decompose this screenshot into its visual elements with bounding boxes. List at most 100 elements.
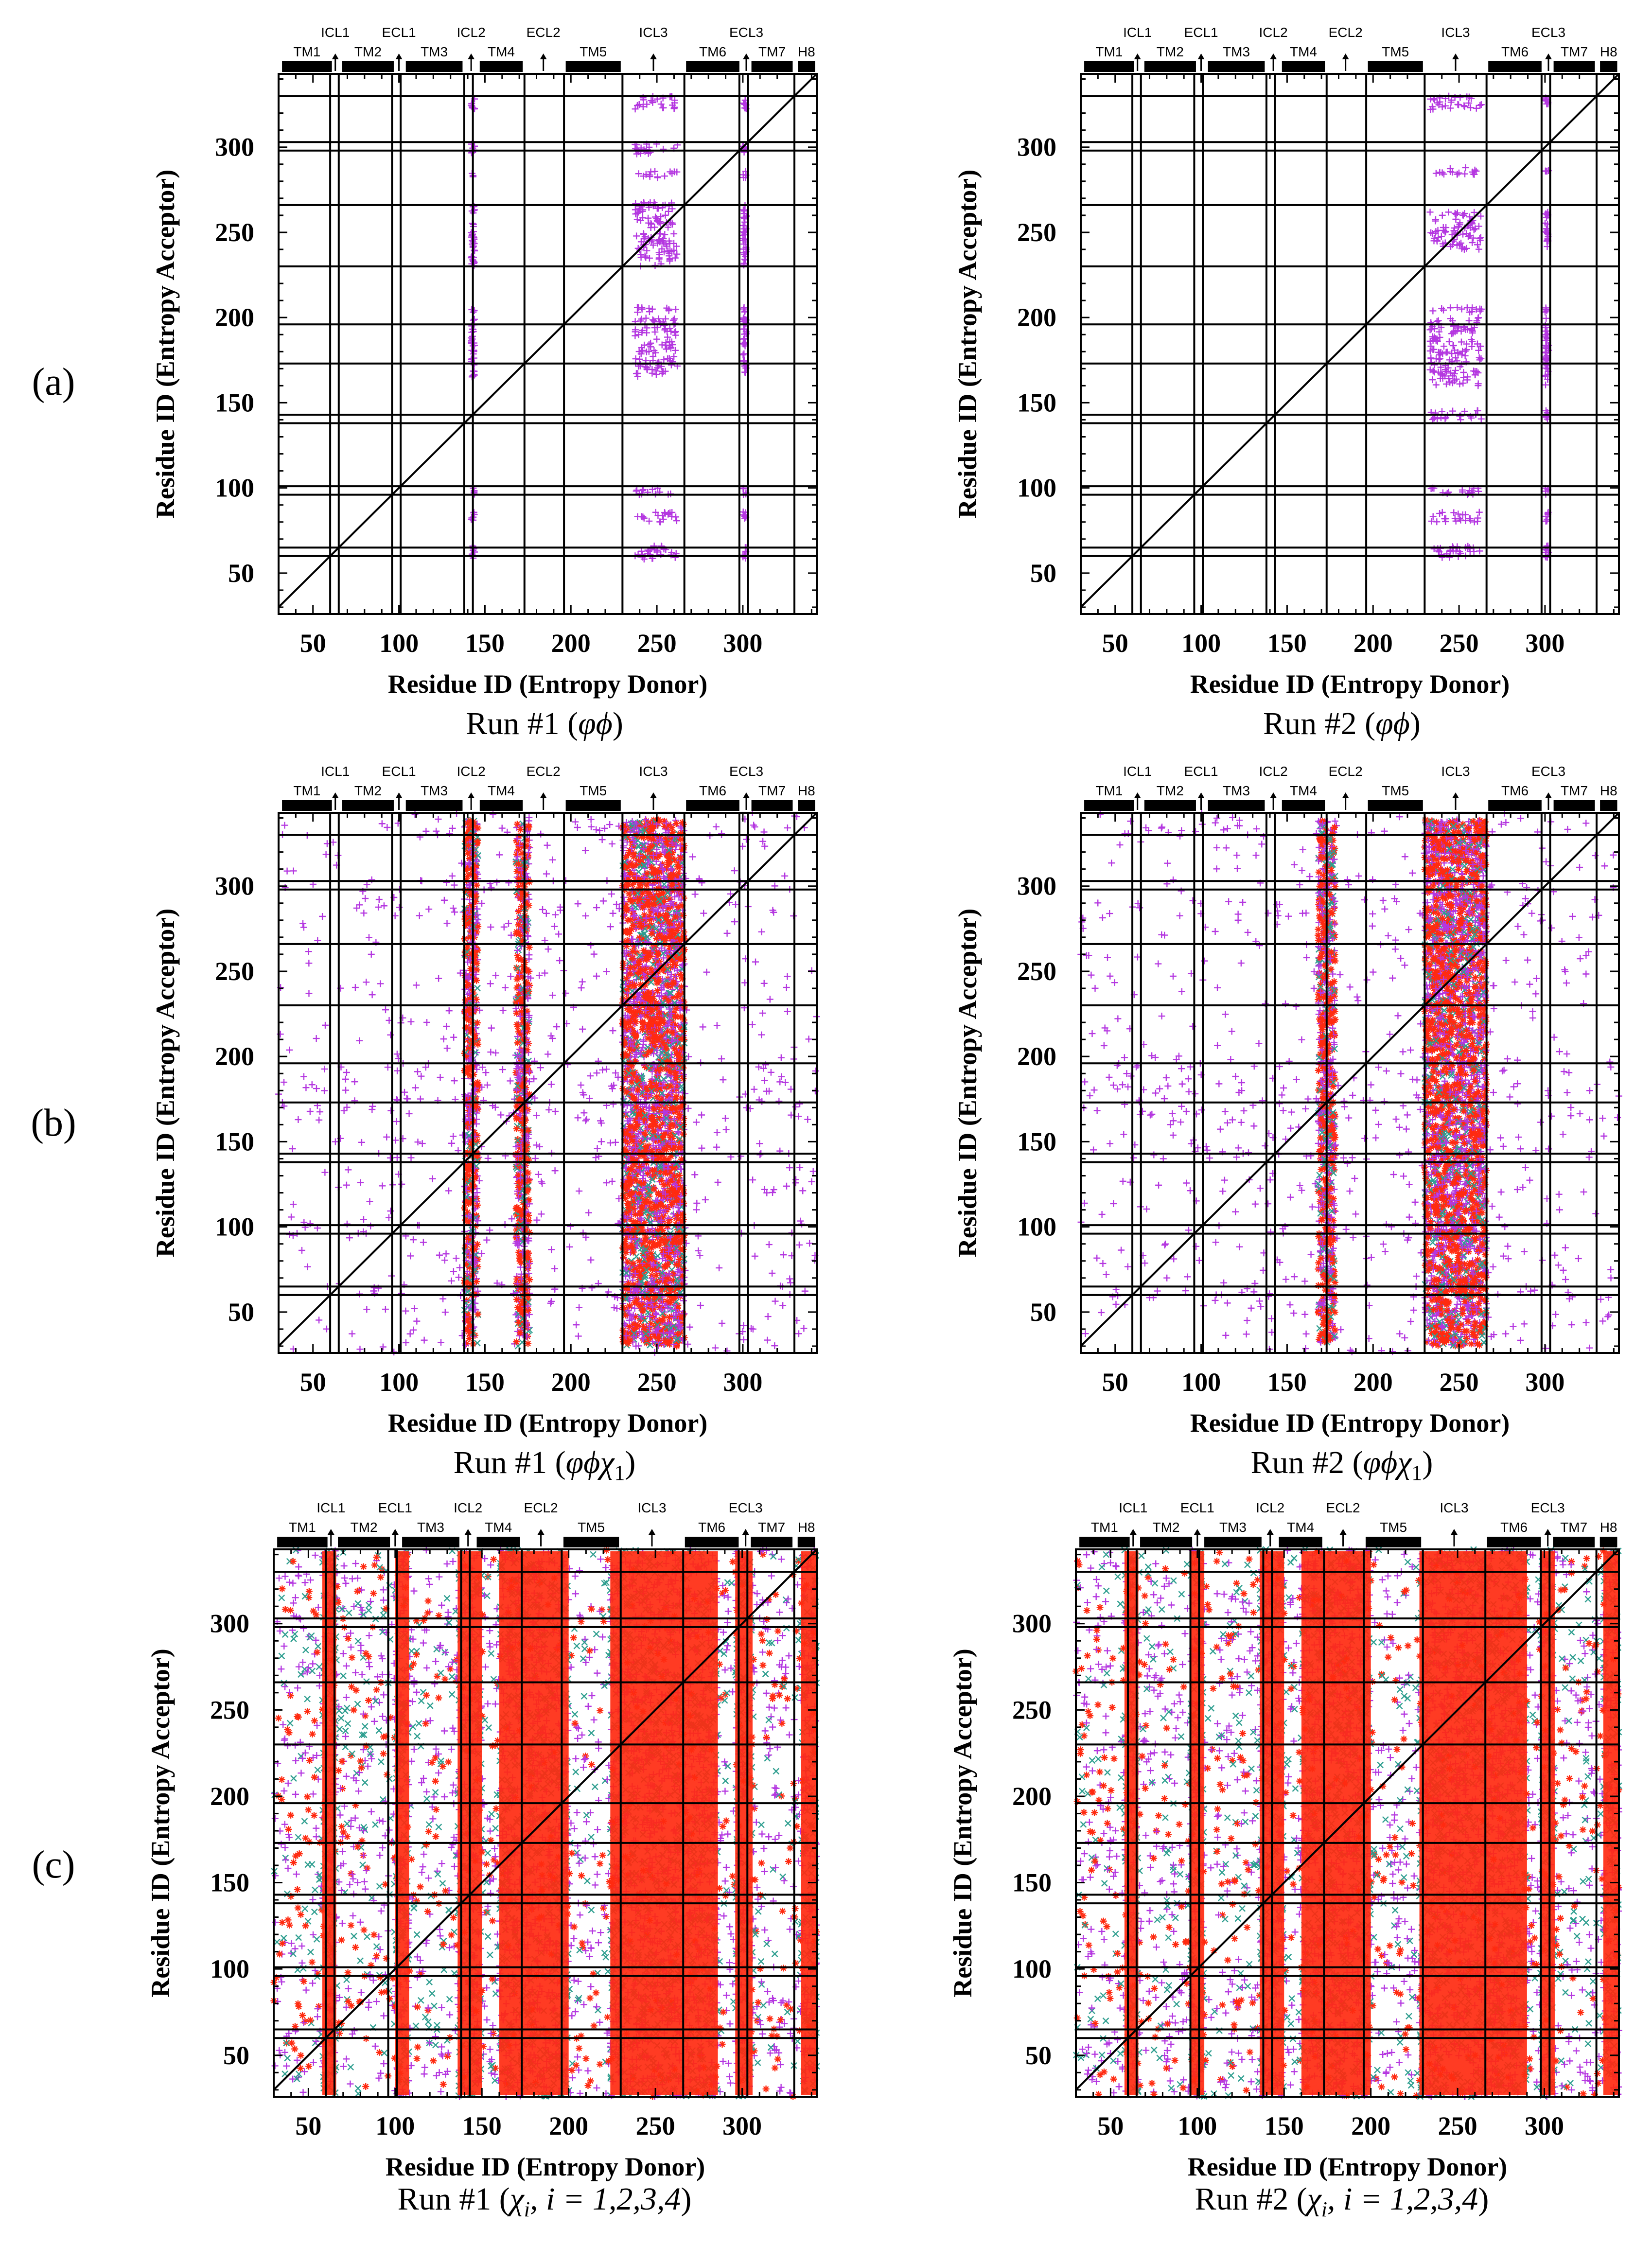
cross-marker [468,233,475,241]
segment-block [1144,61,1196,72]
cross-marker [665,307,672,315]
star-marker [654,987,661,994]
loop-label: ICL2 [1259,25,1288,40]
segment-label: TM1 [1095,44,1123,59]
cross-marker [639,347,646,354]
cross-marker [661,173,668,180]
y-tick-label: 300 [215,133,254,162]
star-marker [634,1322,642,1329]
cross-marker [647,339,654,347]
star-marker [629,948,636,955]
star-marker [636,1263,644,1270]
cross-marker [632,326,639,333]
cross-marker [633,370,640,377]
x-tick-label: 300 [723,629,762,658]
x-axis-label: Residue ID (Entropy Donor) [1190,669,1510,699]
segment-block [1368,61,1423,72]
cross-marker [639,513,647,521]
cross-marker [635,304,642,311]
segment-block [1282,61,1325,72]
segment-block [479,61,523,72]
star-marker [654,869,661,876]
loop-label: ICL1 [1123,25,1152,40]
cross-marker [671,315,678,322]
cross-marker [639,208,646,215]
x-tick-label: 200 [1353,629,1393,658]
cross-marker [671,347,679,354]
cross-marker [642,315,650,322]
y-tick-label: 200 [1017,303,1056,332]
cross-marker [661,326,668,333]
cross-marker [639,214,646,222]
cross-marker [641,252,649,260]
loop-label: ICL3 [639,25,668,40]
y-tick-label: 200 [215,303,254,332]
cross-marker [653,335,661,343]
segment-label: TM2 [1157,44,1184,59]
star-marker [633,1103,640,1110]
cross-marker [665,224,672,231]
star-marker [677,971,684,978]
cross-marker [633,102,641,109]
y-tick-label: 50 [228,559,254,588]
loop-label: ECL3 [1531,25,1565,40]
star-marker [622,1088,630,1096]
cross-marker [662,211,669,219]
cross-marker [646,341,652,348]
segment-label: TM5 [580,44,607,59]
cross-marker [643,247,650,254]
star-marker [629,955,636,962]
x-tick-label: 50 [300,629,326,658]
cross-marker [638,305,646,313]
cross-marker [645,348,652,355]
cross-marker [646,173,653,180]
cross-marker [649,316,656,323]
star-marker [636,1210,644,1217]
star-marker [668,1201,675,1208]
segment-block [342,61,394,72]
star-marker [644,901,651,909]
segment-label: H8 [1600,44,1617,59]
cross-marker [652,371,660,378]
x-tick-label: 200 [551,629,591,658]
cross-marker [670,230,678,237]
star-marker [664,1261,671,1268]
star-marker [628,1039,635,1046]
cross-marker [668,221,676,228]
star-marker [638,923,645,930]
cross-marker [665,247,671,255]
star-marker [654,817,662,824]
cross-marker [672,306,680,313]
cross-marker [666,255,673,262]
star-marker [626,1323,633,1330]
loop-label: ECL2 [1329,25,1363,40]
x-tick-label: 300 [1525,629,1564,658]
segment-label: TM2 [354,44,382,59]
arrow-head-icon [1342,53,1349,59]
cross-marker [668,549,675,556]
loop-label: ECL3 [729,25,763,40]
star-marker [647,1320,654,1327]
cross-marker [650,242,657,249]
y-tick-label: 300 [1017,133,1056,162]
cross-marker [665,510,672,517]
x-tick-label: 250 [637,629,677,658]
segment-block [282,61,332,72]
loop-label: ICL2 [457,25,486,40]
star-marker [672,1093,680,1101]
star-marker [677,955,684,963]
cross-marker [646,517,653,525]
star-marker [664,1028,671,1035]
star-marker [672,913,679,921]
star-marker [639,1026,646,1033]
cross-marker [634,373,641,380]
y-tick-label: 250 [1017,218,1056,247]
star-marker [625,1340,632,1347]
x-tick-label: 150 [1267,629,1307,658]
cross-marker [659,104,667,111]
cross-marker [673,168,681,175]
loop-label: ECL1 [1184,25,1218,40]
cross-marker [659,512,666,519]
cross-marker [637,251,645,258]
star-marker [672,1013,679,1020]
